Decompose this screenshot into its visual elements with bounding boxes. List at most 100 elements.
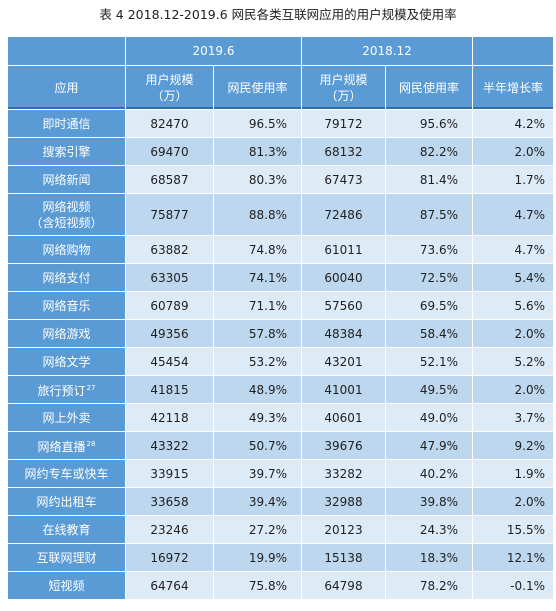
cell-users-2018: 20123 [302, 516, 385, 543]
header-period-2019: 2019.6 [126, 37, 301, 65]
cell-rate-2018: 73.6% [386, 236, 472, 263]
table-row: 即时通信 82470 96.5% 79172 95.6% 4.2% [8, 110, 553, 137]
header-period-2018: 2018.12 [302, 37, 472, 65]
cell-growth: 1.7% [473, 166, 553, 193]
cell-rate-2019: 88.8% [214, 194, 301, 235]
cell-rate-2019: 80.3% [214, 166, 301, 193]
header-growth: 半年增长率 [473, 66, 553, 109]
cell-app-name: 短视频 [8, 572, 125, 599]
cell-users-2018: 33282 [302, 460, 385, 487]
cell-rate-2019: 57.8% [214, 320, 301, 347]
header-app: 应用 [8, 66, 125, 109]
cell-growth: 2.0% [473, 320, 553, 347]
usage-table: 2019.6 2018.12 应用 用户规模 （万） 网民使用率 用户规模 （万… [7, 36, 554, 600]
cell-rate-2019: 71.1% [214, 292, 301, 319]
app-name: 在线教育 [42, 522, 91, 537]
cell-rate-2019: 27.2% [214, 516, 301, 543]
cell-users-2019: 68587 [126, 166, 213, 193]
cell-users-2019: 41815 [126, 376, 213, 403]
cell-app-name: 网络直播28 [8, 432, 125, 459]
cell-users-2019: 45454 [126, 348, 213, 375]
app-name: 网络新闻 [42, 172, 91, 187]
table-row: 网络视频 （含短视频） 75877 88.8% 72486 87.5% 4.7% [8, 194, 553, 235]
cell-users-2018: 72486 [302, 194, 385, 235]
cell-users-2019: 49356 [126, 320, 213, 347]
table-row: 互联网理财 16972 19.9% 15138 18.3% 12.1% [8, 544, 553, 571]
cell-rate-2018: 95.6% [386, 110, 472, 137]
cell-rate-2018: 72.5% [386, 264, 472, 291]
cell-growth: 5.2% [473, 348, 553, 375]
app-name: 网约出租车 [36, 494, 97, 509]
cell-growth: 4.7% [473, 194, 553, 235]
app-name: 网上外卖 [42, 410, 91, 425]
cell-app-name: 网络文学 [8, 348, 125, 375]
table-row: 旅行预订27 41815 48.9% 41001 49.5% 2.0% [8, 376, 553, 403]
cell-users-2019: 43322 [126, 432, 213, 459]
cell-users-2018: 60040 [302, 264, 385, 291]
cell-rate-2018: 49.5% [386, 376, 472, 403]
cell-app-name: 网约出租车 [8, 488, 125, 515]
cell-rate-2019: 19.9% [214, 544, 301, 571]
cell-rate-2018: 87.5% [386, 194, 472, 235]
cell-app-name: 旅行预订27 [8, 376, 125, 403]
table-row: 网络直播28 43322 50.7% 39676 47.9% 9.2% [8, 432, 553, 459]
cell-rate-2019: 39.4% [214, 488, 301, 515]
app-name-line2: （含短视频） [30, 215, 103, 230]
cell-app-name: 即时通信 [8, 110, 125, 137]
cell-rate-2019: 75.8% [214, 572, 301, 599]
cell-users-2019: 75877 [126, 194, 213, 235]
app-name: 网络视频 [42, 199, 91, 214]
app-name: 网络音乐 [42, 298, 91, 313]
cell-rate-2019: 74.1% [214, 264, 301, 291]
header-users-2018-line2: （万） [325, 88, 362, 103]
cell-rate-2019: 81.3% [214, 138, 301, 165]
cell-rate-2018: 39.8% [386, 488, 472, 515]
cell-app-name: 网约专车或快车 [8, 460, 125, 487]
cell-app-name: 网络支付 [8, 264, 125, 291]
table-caption: 表 4 2018.12-2019.6 网民各类互联网应用的用户规模及使用率 [99, 7, 457, 22]
cell-app-name: 互联网理财 [8, 544, 125, 571]
app-name: 搜索引擎 [42, 144, 91, 159]
cell-users-2019: 82470 [126, 110, 213, 137]
cell-users-2019: 60789 [126, 292, 213, 319]
cell-users-2018: 15138 [302, 544, 385, 571]
header-rate-2019: 网民使用率 [214, 66, 301, 109]
cell-users-2018: 40601 [302, 404, 385, 431]
table-row: 搜索引擎 69470 81.3% 68132 82.2% 2.0% [8, 138, 553, 165]
app-name: 短视频 [48, 578, 85, 593]
cell-app-name: 网络音乐 [8, 292, 125, 319]
app-name: 网络支付 [42, 270, 91, 285]
cell-users-2019: 63882 [126, 236, 213, 263]
app-name: 网络购物 [42, 242, 91, 257]
cell-growth: 1.9% [473, 460, 553, 487]
cell-app-name: 搜索引擎 [8, 138, 125, 165]
table-row: 网络游戏 49356 57.8% 48384 58.4% 2.0% [8, 320, 553, 347]
cell-growth: 5.6% [473, 292, 553, 319]
cell-rate-2018: 81.4% [386, 166, 472, 193]
cell-users-2018: 41001 [302, 376, 385, 403]
app-name: 旅行预订 [37, 384, 86, 398]
cell-users-2018: 64798 [302, 572, 385, 599]
cell-growth: 2.0% [473, 488, 553, 515]
table-row: 网约专车或快车 33915 39.7% 33282 40.2% 1.9% [8, 460, 553, 487]
cell-users-2019: 33658 [126, 488, 213, 515]
cell-rate-2018: 58.4% [386, 320, 472, 347]
cell-rate-2019: 39.7% [214, 460, 301, 487]
cell-users-2018: 43201 [302, 348, 385, 375]
header-users-2019: 用户规模 （万） [126, 66, 213, 109]
cell-rate-2019: 50.7% [214, 432, 301, 459]
header-empty-growth [473, 37, 553, 65]
cell-rate-2018: 82.2% [386, 138, 472, 165]
table-row: 在线教育 23246 27.2% 20123 24.3% 15.5% [8, 516, 553, 543]
app-name: 即时通信 [42, 116, 91, 131]
header-users-2018-line1: 用户规模 [319, 72, 368, 87]
cell-rate-2018: 40.2% [386, 460, 472, 487]
header-rate-2018: 网民使用率 [386, 66, 472, 109]
table-row: 短视频 64764 75.8% 64798 78.2% -0.1% [8, 572, 553, 599]
cell-rate-2019: 53.2% [214, 348, 301, 375]
cell-app-name: 在线教育 [8, 516, 125, 543]
cell-growth: 12.1% [473, 544, 553, 571]
cell-rate-2018: 24.3% [386, 516, 472, 543]
app-name: 网络游戏 [42, 326, 91, 341]
app-name: 网络文学 [42, 354, 91, 369]
